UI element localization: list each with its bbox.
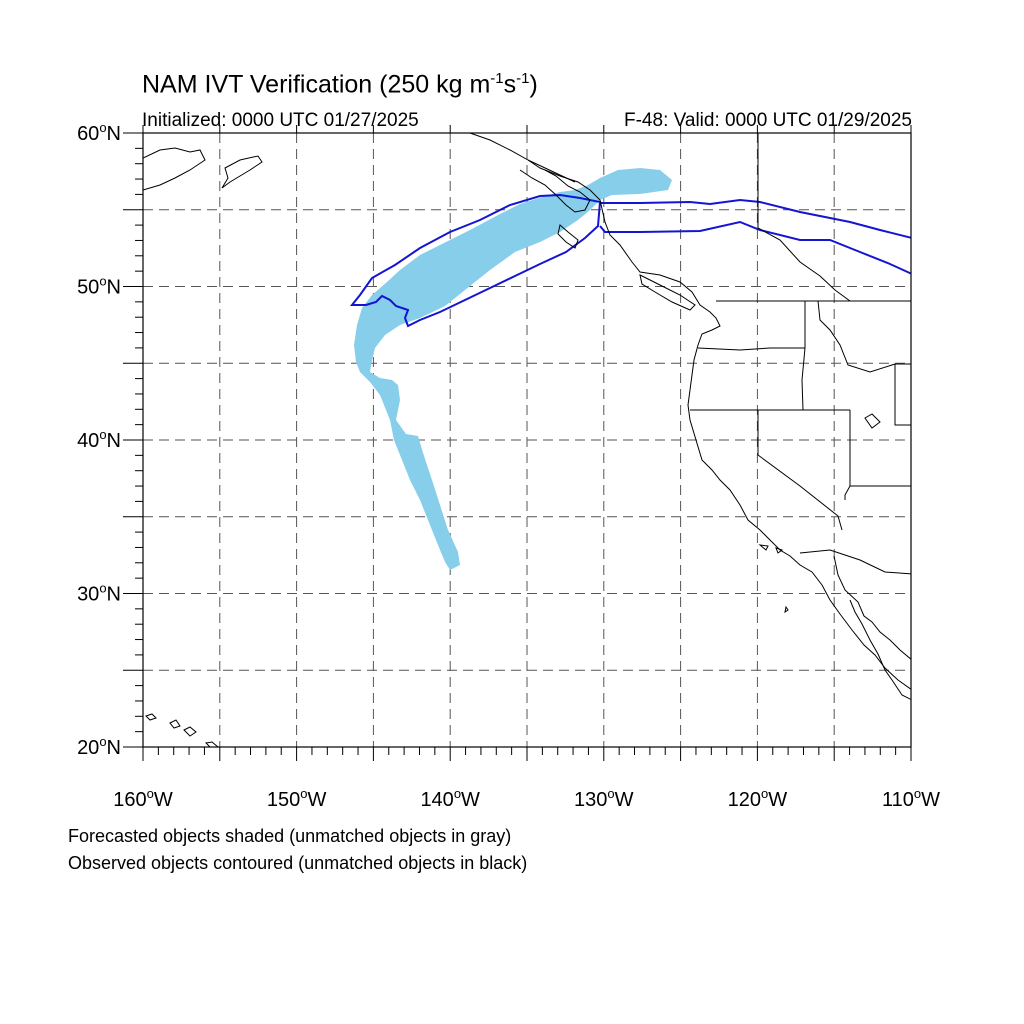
coastline-alaska-islands: [221, 155, 263, 189]
lat-label: 20oN: [77, 734, 121, 759]
lon-label: 110oW: [882, 786, 940, 811]
lon-label: 160oW: [113, 786, 173, 811]
coastline-channel-islands: [758, 544, 789, 614]
lat-label: 50oN: [77, 274, 121, 299]
lon-label: 140oW: [420, 786, 480, 811]
lat-label: 30oN: [77, 581, 121, 606]
title-close: ): [529, 70, 538, 99]
border-id-mt: [817, 300, 896, 373]
valid-time-label: F-48: Valid: 0000 UTC 01/29/2025: [624, 110, 912, 131]
coastline-panhandle: [519, 169, 591, 213]
coastline-hawaii: [145, 713, 219, 747]
observed-object-contour-east: [599, 198, 911, 275]
lon-label: 130oW: [574, 786, 634, 811]
coastline-haida-gwaii: [557, 224, 579, 249]
forecast-note: Forecasted objects shaded (unmatched obj…: [68, 826, 512, 846]
title-exponent-2: -1: [516, 70, 530, 87]
lat-label: 40oN: [77, 427, 121, 452]
border-ca-nv: [757, 410, 843, 531]
coastline-vancouver-island: [639, 274, 696, 311]
border-alaska-canada: [527, 159, 576, 183]
title-main: NAM IVT Verification (250 kg m: [142, 70, 491, 99]
coastline-north-america: [469, 133, 911, 690]
chart-title: NAM IVT Verification (250 kg m-1s-1): [142, 70, 538, 99]
forecast-object: [354, 168, 672, 570]
latitude-labels: 20oN 30oN 40oN 50oN 60oN: [77, 120, 121, 759]
great-salt-lake: [864, 413, 881, 429]
title-mid: s: [503, 70, 517, 99]
border-or-id: [801, 347, 806, 411]
observed-note: Observed objects contoured (unmatched ob…: [68, 853, 528, 873]
longitude-labels: 160oW 150oW 140oW 130oW 120oW 110oW: [113, 786, 940, 811]
grid-lines: [143, 133, 911, 747]
observed-object-contour: [349, 193, 602, 328]
border-bc-alberta: [757, 133, 851, 302]
border-wy: [894, 363, 911, 426]
lon-label: 150oW: [267, 786, 327, 811]
border-az-mexico: [799, 549, 911, 575]
border-wa-or: [697, 347, 805, 351]
coastline-alaska: [143, 147, 206, 191]
title-exponent-1: -1: [490, 70, 504, 87]
axis-ticks: [123, 125, 912, 761]
lon-label: 120oW: [728, 786, 788, 811]
coastline-gulf: [849, 599, 911, 701]
lat-label: 60oN: [77, 120, 121, 145]
border-nv-ut: [844, 410, 851, 500]
coastline-baja: [833, 555, 911, 660]
init-time-label: Initialized: 0000 UTC 01/27/2025: [142, 110, 419, 131]
